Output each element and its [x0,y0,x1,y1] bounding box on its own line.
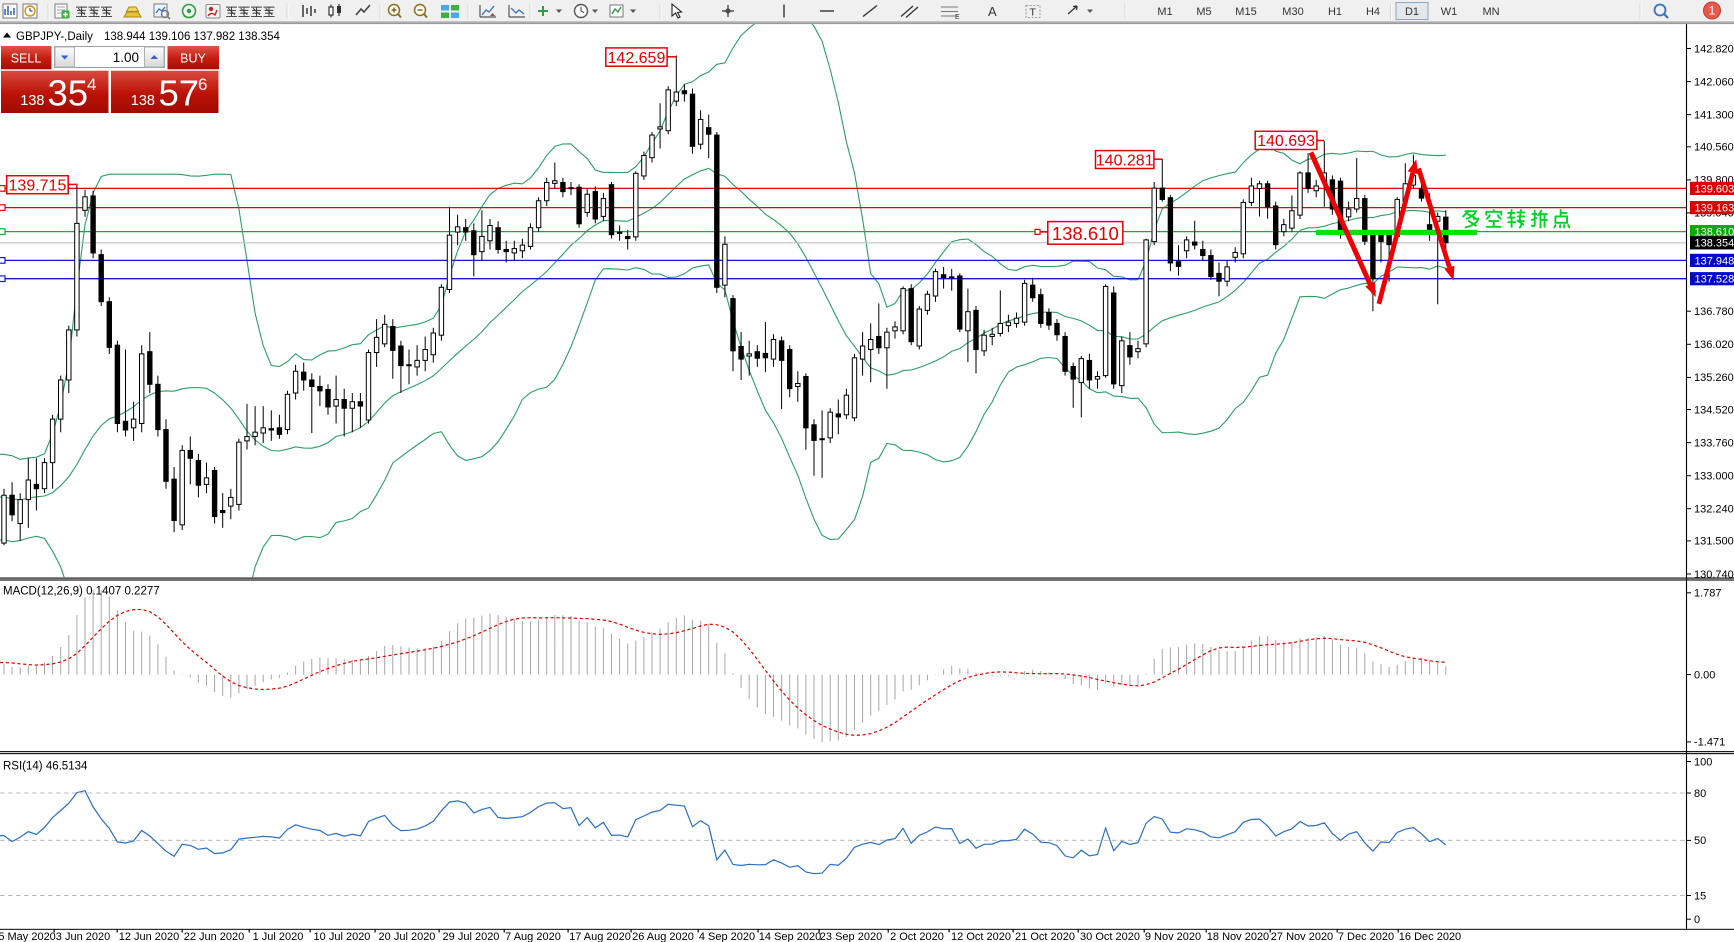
svg-text:6: 6 [198,75,207,94]
svg-text:D1: D1 [1405,6,1419,18]
svg-text:139.603: 139.603 [1695,183,1734,195]
svg-text:25 May 2020: 25 May 2020 [0,931,56,942]
svg-text:26 Aug 2020: 26 Aug 2020 [632,931,694,942]
svg-text:140.560: 140.560 [1694,142,1734,154]
svg-text:17 Aug 2020: 17 Aug 2020 [569,931,631,942]
svg-text:100: 100 [1694,756,1712,768]
svg-text:27 Nov 2020: 27 Nov 2020 [1271,931,1333,942]
svg-text:H1: H1 [1328,6,1342,18]
svg-text:MN: MN [1482,6,1499,18]
svg-text:57: 57 [159,73,200,114]
svg-text:12 Oct 2020: 12 Oct 2020 [951,931,1011,942]
svg-text:16 Dec 2020: 16 Dec 2020 [1399,931,1461,942]
svg-text:10 Jul 2020: 10 Jul 2020 [314,931,371,942]
svg-text:132.240: 132.240 [1694,504,1734,516]
svg-text:-1.471: -1.471 [1694,737,1725,749]
svg-text:136.780: 136.780 [1694,306,1734,318]
svg-text:134.520: 134.520 [1694,404,1734,416]
svg-text:SELL: SELL [11,52,42,66]
svg-text:130.740: 130.740 [1694,569,1734,581]
svg-text:4 Sep 2020: 4 Sep 2020 [699,931,755,942]
svg-text:138.354: 138.354 [1695,238,1734,250]
svg-text:RSI(14) 46.5134: RSI(14) 46.5134 [3,761,88,773]
svg-text:M5: M5 [1196,6,1211,18]
svg-text:GBPJPY-,Daily: GBPJPY-,Daily [16,31,93,43]
svg-text:BUY: BUY [180,52,206,66]
svg-text:23 Sep 2020: 23 Sep 2020 [820,931,882,942]
svg-text:1 Jul 2020: 1 Jul 2020 [253,931,304,942]
svg-text:35: 35 [48,73,89,114]
svg-text:131.500: 131.500 [1694,536,1734,548]
svg-text:142.659: 142.659 [608,50,666,67]
svg-text:15: 15 [1694,890,1706,902]
svg-text:9 Nov 2020: 9 Nov 2020 [1145,931,1201,942]
svg-text:138.610: 138.610 [1052,223,1119,244]
svg-text:1: 1 [1709,4,1716,18]
svg-text:139.163: 139.163 [1695,203,1734,215]
svg-text:138: 138 [20,93,44,109]
svg-text:133.000: 133.000 [1694,471,1734,483]
svg-text:30 Oct 2020: 30 Oct 2020 [1080,931,1140,942]
svg-text:133.760: 133.760 [1694,437,1734,449]
svg-text:A: A [988,4,997,19]
svg-text:139.715: 139.715 [9,177,67,194]
svg-text:138.944 139.106 137.982 138.35: 138.944 139.106 137.982 138.354 [104,31,280,43]
svg-text:141.300: 141.300 [1694,109,1734,121]
svg-text:135.260: 135.260 [1694,372,1734,384]
svg-text:1.787: 1.787 [1694,588,1722,600]
svg-text:80: 80 [1694,788,1706,800]
svg-text:1.00: 1.00 [113,50,139,65]
svg-text:29 Jul 2020: 29 Jul 2020 [443,931,500,942]
svg-text:0.00: 0.00 [1694,669,1715,681]
svg-text:137.528: 137.528 [1695,274,1734,286]
svg-text:M15: M15 [1235,6,1256,18]
svg-text:7 Dec 2020: 7 Dec 2020 [1338,931,1394,942]
svg-text:7 Aug 2020: 7 Aug 2020 [505,931,561,942]
svg-text:136.020: 136.020 [1694,339,1734,351]
svg-text:MACD(12,26,9) 0.1407 0.2277: MACD(12,26,9) 0.1407 0.2277 [3,586,160,598]
svg-text:14 Sep 2020: 14 Sep 2020 [759,931,821,942]
svg-text:142.060: 142.060 [1694,76,1734,88]
svg-text:M1: M1 [1157,6,1172,18]
svg-text:12 Jun 2020: 12 Jun 2020 [119,931,180,942]
svg-text:T: T [1030,7,1037,19]
svg-text:W1: W1 [1441,6,1458,18]
svg-text:22 Jun 2020: 22 Jun 2020 [184,931,245,942]
svg-text:138: 138 [131,93,155,109]
svg-text:18 Nov 2020: 18 Nov 2020 [1207,931,1269,942]
svg-text:137.948: 137.948 [1695,255,1734,267]
svg-text:21 Oct 2020: 21 Oct 2020 [1015,931,1075,942]
svg-text:0: 0 [1694,914,1700,926]
svg-text:140.693: 140.693 [1257,133,1315,150]
svg-text:140.281: 140.281 [1096,152,1154,169]
svg-text:3 Jun 2020: 3 Jun 2020 [56,931,110,942]
svg-text:50: 50 [1694,835,1706,847]
svg-text:4: 4 [87,75,96,94]
svg-text:142.820: 142.820 [1694,43,1734,55]
svg-text:E: E [955,14,960,21]
svg-text:2 Oct 2020: 2 Oct 2020 [890,931,944,942]
svg-text:H4: H4 [1366,6,1380,18]
svg-text:M30: M30 [1282,6,1303,18]
svg-text:20 Jul 2020: 20 Jul 2020 [379,931,436,942]
svg-text:138.610: 138.610 [1695,227,1734,239]
